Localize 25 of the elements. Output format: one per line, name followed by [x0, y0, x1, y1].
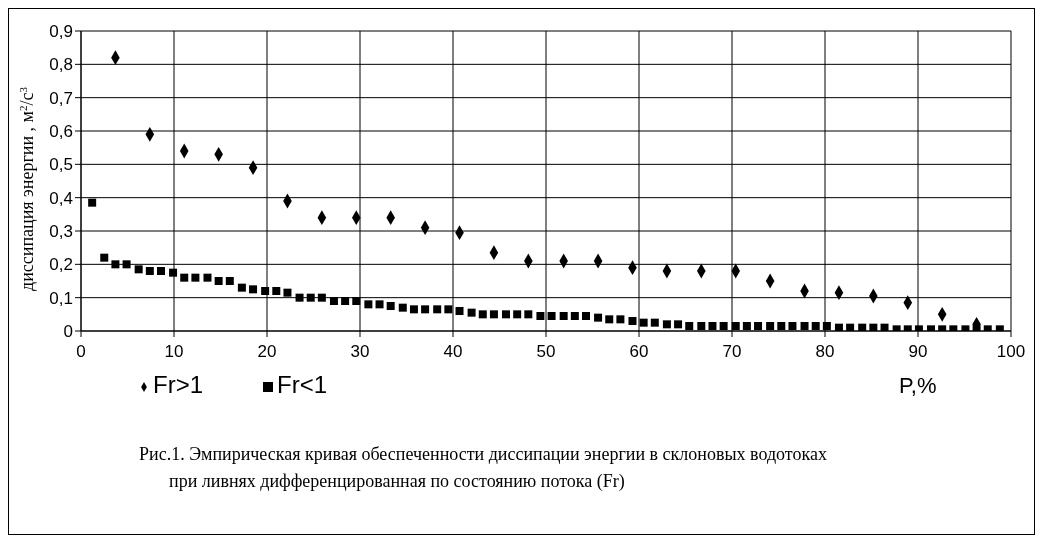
y-tick-label: 0,7: [49, 88, 73, 108]
x-tick-label: 0: [76, 342, 86, 362]
y-tick-label: 0,2: [49, 255, 73, 275]
y-tick-label: 0,1: [49, 288, 73, 308]
x-tick-label: 10: [164, 342, 184, 362]
x-tick-label: 70: [722, 342, 742, 362]
text: Рис.1. Эмпирическая кривая обеспеченности диссипации энергии в склоновых водотоках при ливнях дифференцированная по состоянию потока (Fr): [139, 443, 828, 493]
legend-label: Fr<1: [277, 371, 328, 398]
x-tick-label: 90: [908, 342, 928, 362]
y-tick-label: 0,4: [49, 188, 73, 208]
x-tick-label: 50: [536, 342, 556, 362]
x-tick-label: 20: [257, 342, 277, 362]
x-tick-label: 80: [815, 342, 835, 362]
y-tick-label: 0,3: [49, 222, 73, 242]
y-tick-label: 0,8: [49, 55, 73, 75]
y-tick-label: 0,6: [49, 122, 73, 142]
y-tick-label: 0,9: [49, 22, 73, 42]
y-tick-label: 0,5: [49, 155, 73, 175]
x-tick-label: 30: [350, 342, 370, 362]
legend-label: Fr>1: [153, 371, 204, 398]
x-tick-label: 100: [996, 342, 1026, 362]
x-tick-label: 40: [443, 342, 463, 362]
x-axis-title: P,%: [899, 373, 937, 399]
x-tick-label: 60: [629, 342, 649, 362]
y-tick-label: 0: [63, 322, 73, 342]
